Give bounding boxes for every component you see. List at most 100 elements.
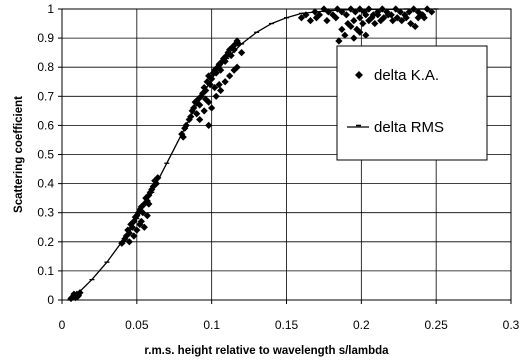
data-point bbox=[233, 63, 241, 71]
y-tick-label: 0.9 bbox=[37, 31, 54, 45]
data-point bbox=[233, 37, 241, 45]
data-point bbox=[130, 232, 138, 240]
y-tick-label: 0.1 bbox=[37, 264, 54, 278]
data-point bbox=[405, 8, 413, 16]
y-tick-label: 0.4 bbox=[37, 177, 54, 191]
data-point bbox=[417, 11, 425, 19]
data-point bbox=[369, 11, 377, 19]
data-point bbox=[140, 223, 148, 231]
data-point bbox=[396, 8, 404, 16]
data-point bbox=[200, 107, 208, 115]
legend: delta K.A. delta RMS bbox=[336, 45, 488, 161]
legend-item: delta K.A. bbox=[355, 67, 439, 84]
data-point bbox=[402, 14, 410, 22]
data-point bbox=[342, 11, 350, 19]
data-point bbox=[76, 289, 84, 297]
y-tick-label: 0 bbox=[47, 293, 54, 307]
data-point bbox=[371, 19, 379, 28]
data-point bbox=[217, 66, 225, 74]
legend-box bbox=[336, 45, 488, 161]
data-point bbox=[215, 81, 223, 89]
data-point bbox=[374, 11, 382, 19]
data-point bbox=[193, 110, 201, 118]
data-point bbox=[205, 121, 213, 129]
data-point bbox=[401, 11, 409, 19]
y-axis-title: Scattering coefficient bbox=[13, 96, 25, 213]
data-point bbox=[297, 14, 306, 22]
data-point bbox=[73, 293, 81, 301]
x-tick-label: 0.1 bbox=[203, 318, 220, 332]
data-point bbox=[393, 14, 401, 22]
y-axis-ticks: 0 0.1 0.2 0.3 0.4 0.5 0.6 0.7 0.8 0.9 1 bbox=[37, 2, 62, 307]
x-axis-ticks: 0 0.05 0.1 0.15 0.2 0.25 0.3 bbox=[59, 300, 520, 332]
data-point bbox=[312, 14, 321, 22]
data-point bbox=[212, 92, 220, 100]
x-axis-title: r.m.s. height relative to wavelength s/l… bbox=[144, 345, 389, 357]
series-layer bbox=[66, 5, 439, 303]
data-point bbox=[353, 25, 361, 33]
data-point bbox=[407, 19, 415, 28]
data-point bbox=[125, 229, 133, 237]
data-point bbox=[377, 17, 385, 25]
data-point bbox=[428, 8, 436, 16]
data-point bbox=[368, 14, 376, 22]
data-point bbox=[350, 17, 358, 25]
data-point bbox=[335, 37, 343, 45]
y-tick-label: 1 bbox=[47, 2, 54, 16]
y-tick-label: 0.2 bbox=[37, 235, 54, 249]
data-point bbox=[380, 14, 388, 22]
data-point bbox=[137, 217, 145, 226]
legend-label: delta K.A. bbox=[374, 67, 439, 84]
data-point bbox=[125, 238, 133, 246]
y-tick-label: 0.7 bbox=[37, 89, 54, 103]
data-point bbox=[398, 17, 406, 25]
data-point bbox=[362, 11, 370, 19]
data-point bbox=[332, 14, 340, 22]
data-point bbox=[230, 46, 238, 54]
data-point bbox=[315, 11, 324, 19]
data-point bbox=[221, 78, 229, 86]
data-point bbox=[145, 200, 153, 208]
data-point bbox=[356, 14, 364, 22]
data-point bbox=[208, 104, 216, 112]
data-point bbox=[306, 17, 315, 25]
legend-marker-diamond bbox=[355, 71, 363, 79]
data-point bbox=[411, 22, 419, 31]
data-point bbox=[133, 226, 141, 234]
x-tick-label: 0 bbox=[59, 318, 66, 332]
y-tick-label: 0.6 bbox=[37, 118, 54, 132]
data-point bbox=[143, 212, 151, 220]
data-point bbox=[226, 46, 234, 54]
series-delta-rms bbox=[66, 8, 439, 301]
data-point bbox=[323, 17, 331, 25]
data-point bbox=[347, 22, 355, 31]
y-tick-label: 0.8 bbox=[37, 60, 54, 74]
data-point bbox=[226, 72, 234, 80]
x-tick-label: 0.25 bbox=[424, 318, 448, 332]
data-point bbox=[203, 78, 211, 86]
legend-label: delta RMS bbox=[374, 119, 444, 136]
y-tick-label: 0.3 bbox=[37, 206, 54, 220]
x-tick-label: 0.2 bbox=[353, 318, 370, 332]
data-point bbox=[356, 28, 364, 36]
data-point bbox=[341, 31, 349, 39]
data-point bbox=[202, 95, 210, 103]
data-point bbox=[359, 19, 367, 28]
data-point bbox=[389, 17, 397, 25]
y-tick-label: 0.5 bbox=[37, 148, 54, 162]
legend-item: delta RMS bbox=[347, 119, 444, 136]
data-point bbox=[350, 34, 358, 42]
data-point bbox=[238, 49, 246, 57]
data-point bbox=[211, 83, 219, 92]
x-tick-label: 0.05 bbox=[125, 318, 149, 332]
data-point bbox=[338, 25, 346, 33]
x-tick-label: 0.15 bbox=[275, 318, 299, 332]
data-point bbox=[384, 11, 392, 19]
data-point bbox=[420, 14, 428, 22]
data-point bbox=[362, 31, 370, 39]
x-tick-label: 0.3 bbox=[503, 318, 520, 332]
legend-items: delta K.A. delta RMS bbox=[347, 67, 444, 136]
data-point bbox=[206, 81, 214, 89]
